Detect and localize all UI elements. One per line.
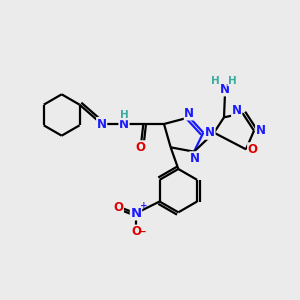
Text: N: N — [119, 118, 129, 130]
Text: N: N — [184, 107, 194, 120]
Text: N: N — [130, 207, 142, 220]
Text: N: N — [97, 118, 107, 130]
Text: H: H — [228, 76, 237, 86]
Text: N: N — [220, 83, 230, 96]
Text: H: H — [120, 110, 128, 120]
Text: N: N — [256, 124, 266, 137]
Text: N: N — [205, 126, 215, 139]
Text: +: + — [140, 202, 147, 211]
Text: O: O — [113, 201, 123, 214]
Text: O: O — [136, 141, 146, 154]
Text: N: N — [190, 152, 200, 165]
Text: −: − — [138, 227, 147, 237]
Text: N: N — [232, 104, 242, 117]
Text: H: H — [211, 76, 220, 86]
Text: O: O — [131, 225, 141, 238]
Text: O: O — [248, 143, 258, 156]
